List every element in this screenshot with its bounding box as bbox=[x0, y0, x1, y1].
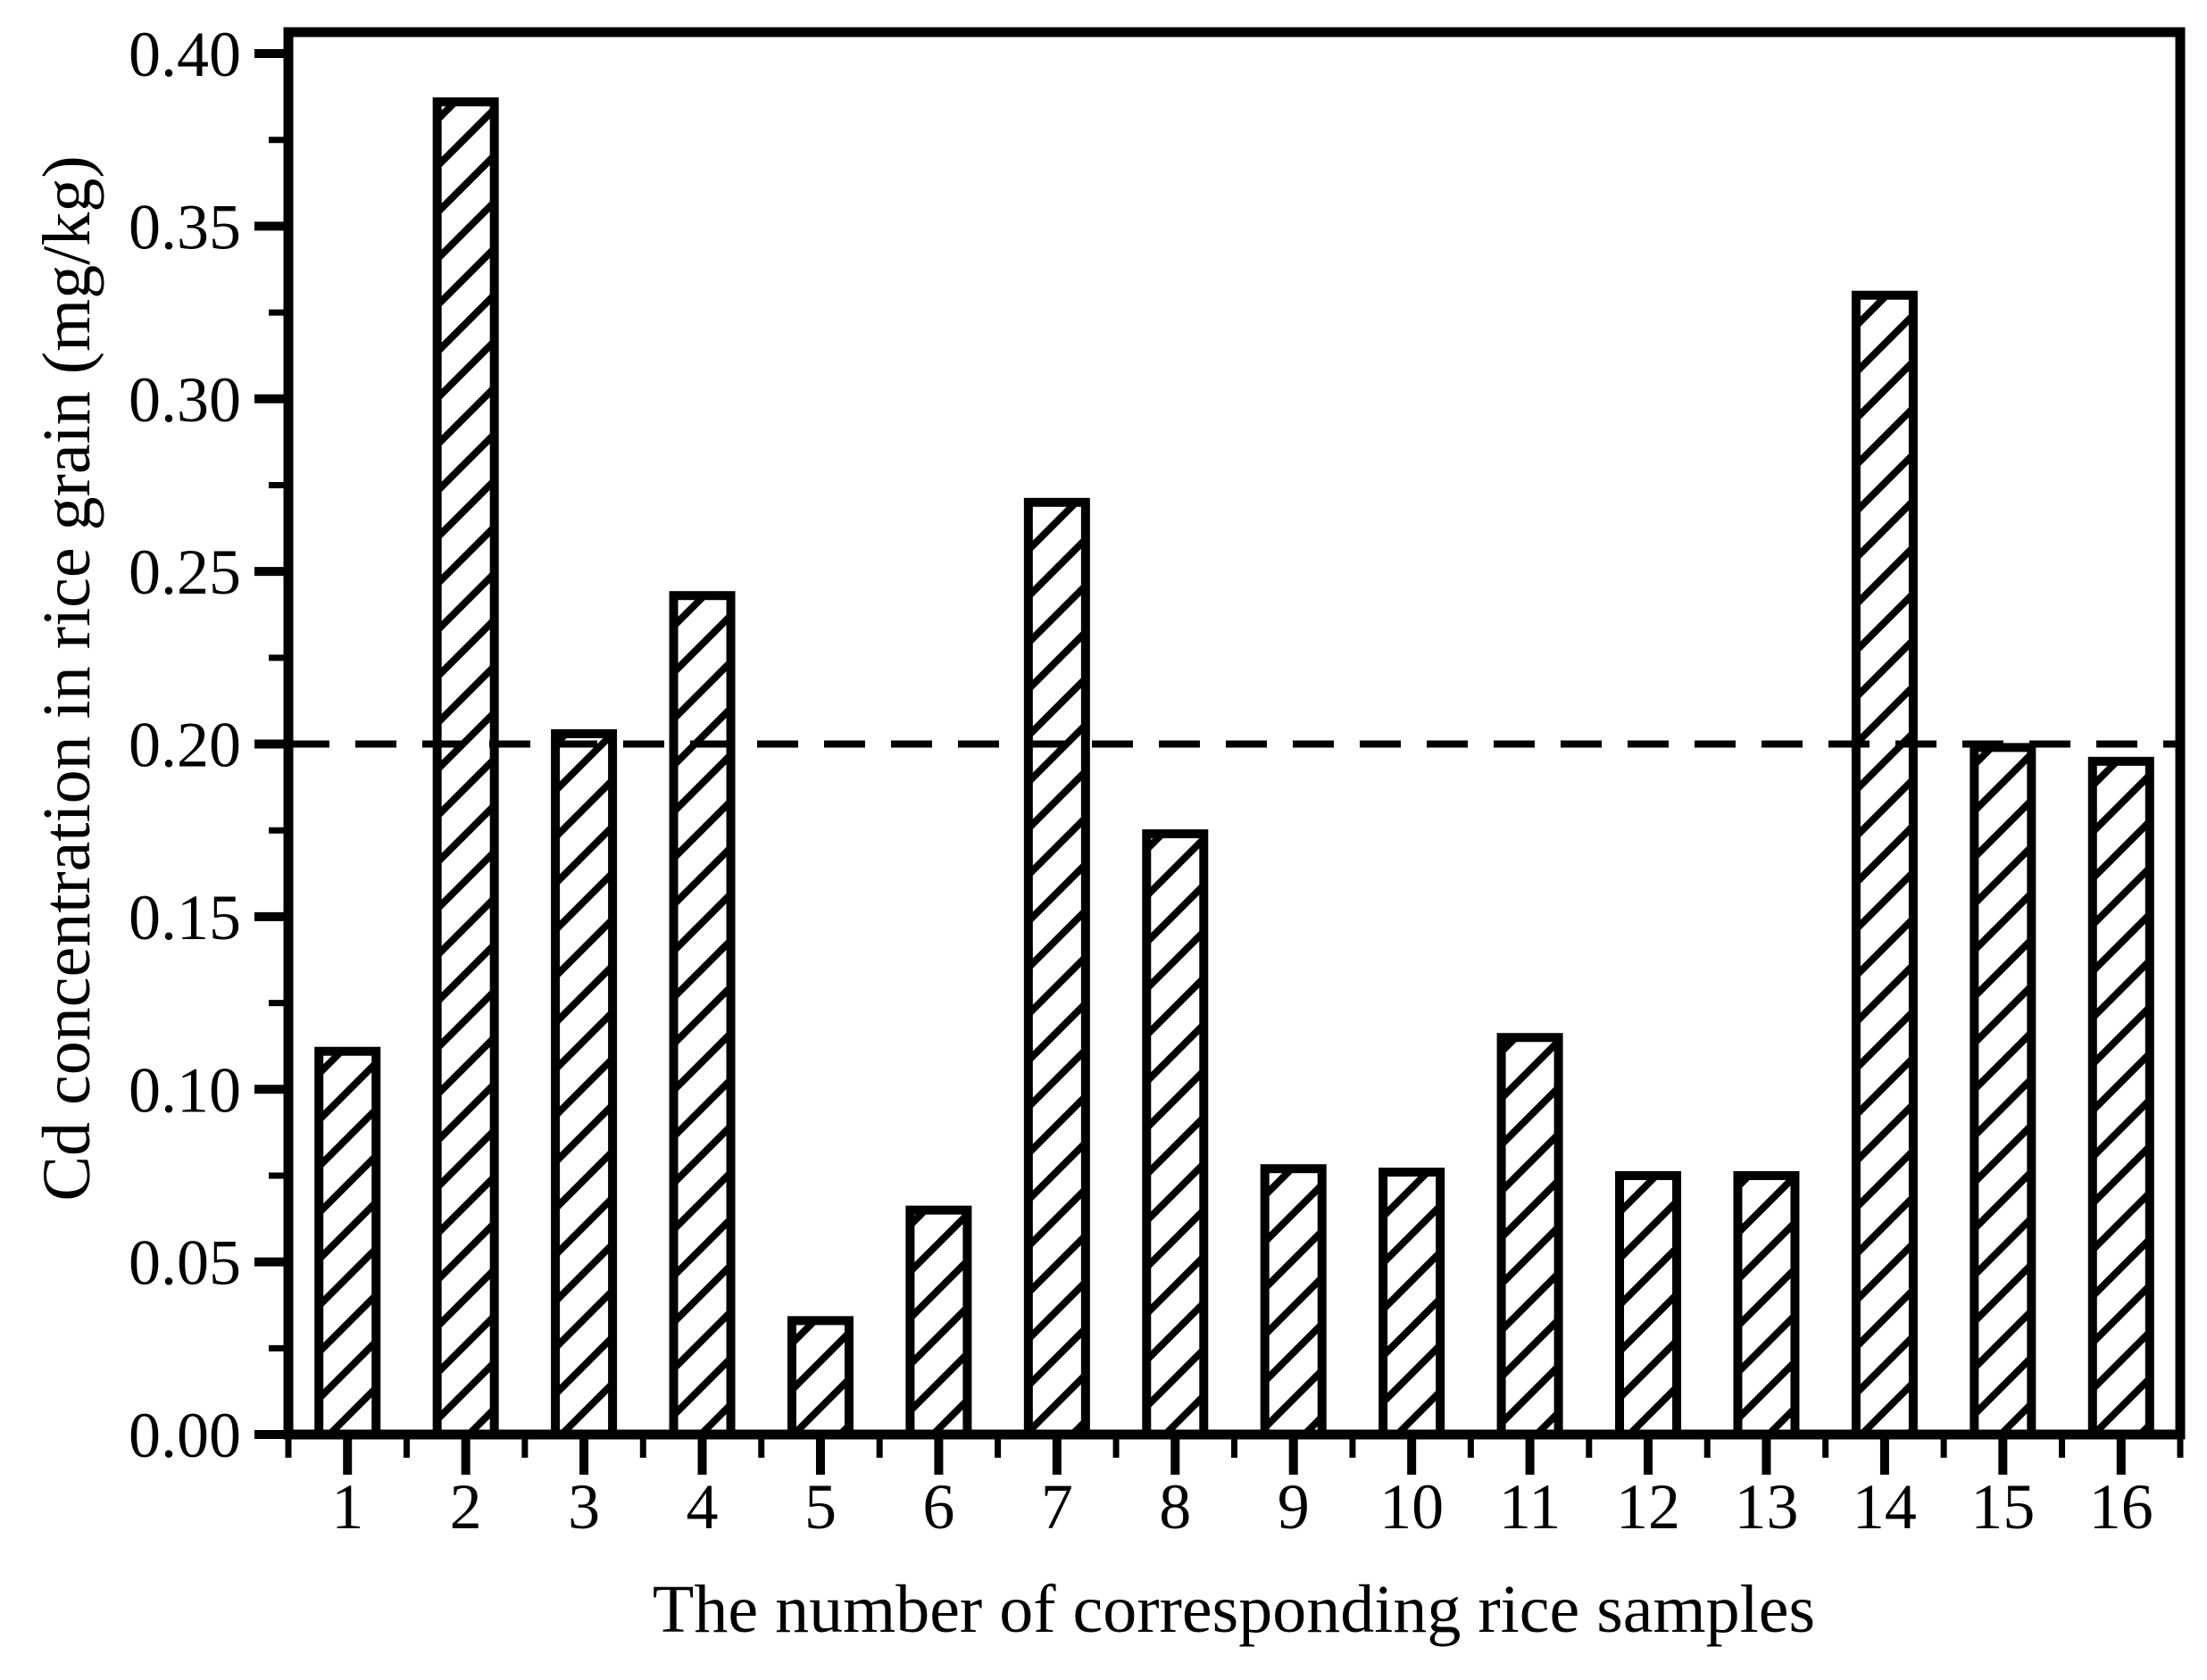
bar-hatch bbox=[1383, 1172, 1441, 1435]
bar-hatch bbox=[437, 102, 495, 1435]
x-tick-label: 6 bbox=[922, 1471, 954, 1543]
bar-sample-9 bbox=[1260, 1164, 1327, 1439]
x-tick-label: 10 bbox=[1379, 1471, 1444, 1543]
bar-hatch bbox=[1264, 1169, 1322, 1435]
bar-hatch bbox=[555, 733, 613, 1435]
y-tick-label: 0.35 bbox=[129, 191, 241, 262]
y-axis-title: Cd concentration in rice grain (mg/kg) bbox=[29, 155, 104, 1201]
x-tick-label: 7 bbox=[1041, 1471, 1073, 1543]
bar-sample-10 bbox=[1378, 1168, 1445, 1439]
x-tick-label: 5 bbox=[804, 1471, 837, 1543]
bar-hatch bbox=[791, 1320, 849, 1435]
bar-hatch bbox=[673, 595, 731, 1435]
bar-sample-14 bbox=[1851, 290, 1918, 1440]
y-tick-label: 0.15 bbox=[129, 882, 241, 953]
bar-sample-6 bbox=[905, 1205, 972, 1440]
x-tick-label: 15 bbox=[1970, 1471, 2035, 1543]
bar-sample-11 bbox=[1496, 1033, 1563, 1440]
bars-layer bbox=[314, 97, 2154, 1440]
tick-labels-layer: 0.000.050.100.150.200.250.300.350.401 2 3 4… bbox=[129, 19, 2153, 1543]
bar-hatch bbox=[1501, 1037, 1559, 1435]
bar-sample-4 bbox=[669, 591, 736, 1439]
bar-hatch bbox=[319, 1051, 377, 1435]
bar-sample-5 bbox=[787, 1316, 854, 1440]
y-tick-label: 0.10 bbox=[129, 1054, 241, 1126]
bar-hatch bbox=[1737, 1175, 1795, 1435]
y-tick-label: 0.05 bbox=[129, 1227, 241, 1299]
bar-sample-12 bbox=[1615, 1170, 1682, 1439]
y-tick-label: 0.00 bbox=[129, 1400, 241, 1471]
bar-sample-16 bbox=[2087, 756, 2154, 1439]
x-tick-label: 9 bbox=[1278, 1471, 1310, 1543]
x-tick-label: 8 bbox=[1159, 1471, 1191, 1543]
ticks-layer bbox=[254, 49, 2184, 1475]
bar-sample-3 bbox=[551, 728, 618, 1439]
bar-hatch bbox=[1146, 834, 1204, 1435]
bar-hatch bbox=[1855, 295, 1913, 1435]
x-tick-label: 3 bbox=[568, 1471, 600, 1543]
bar-sample-2 bbox=[432, 97, 499, 1439]
y-tick-label: 0.30 bbox=[129, 364, 241, 436]
x-tick-label: 12 bbox=[1616, 1471, 1680, 1543]
bar-sample-1 bbox=[314, 1046, 381, 1440]
bar-hatch bbox=[2092, 761, 2150, 1435]
bar-sample-13 bbox=[1733, 1170, 1800, 1439]
bar-sample-8 bbox=[1142, 829, 1209, 1439]
bar-hatch bbox=[1620, 1175, 1678, 1435]
bar-sample-15 bbox=[1970, 743, 2036, 1439]
bar-hatch bbox=[910, 1210, 968, 1435]
x-tick-label: 14 bbox=[1853, 1471, 1917, 1543]
y-tick-label: 0.25 bbox=[129, 536, 241, 608]
bar-hatch bbox=[1028, 502, 1086, 1435]
x-tick-label: 1 bbox=[331, 1471, 363, 1543]
y-tick-label: 0.20 bbox=[129, 710, 241, 781]
x-tick-label: 2 bbox=[450, 1471, 482, 1543]
x-axis-title: The number of corresponding rice samples bbox=[653, 1572, 1815, 1647]
x-tick-label: 13 bbox=[1734, 1471, 1798, 1543]
x-tick-label: 11 bbox=[1499, 1471, 1561, 1543]
x-tick-label: 4 bbox=[687, 1471, 719, 1543]
bar-sample-7 bbox=[1023, 497, 1090, 1439]
x-tick-label: 16 bbox=[2089, 1471, 2153, 1543]
bar-hatch bbox=[1974, 747, 2032, 1435]
y-tick-label: 0.40 bbox=[129, 19, 241, 90]
